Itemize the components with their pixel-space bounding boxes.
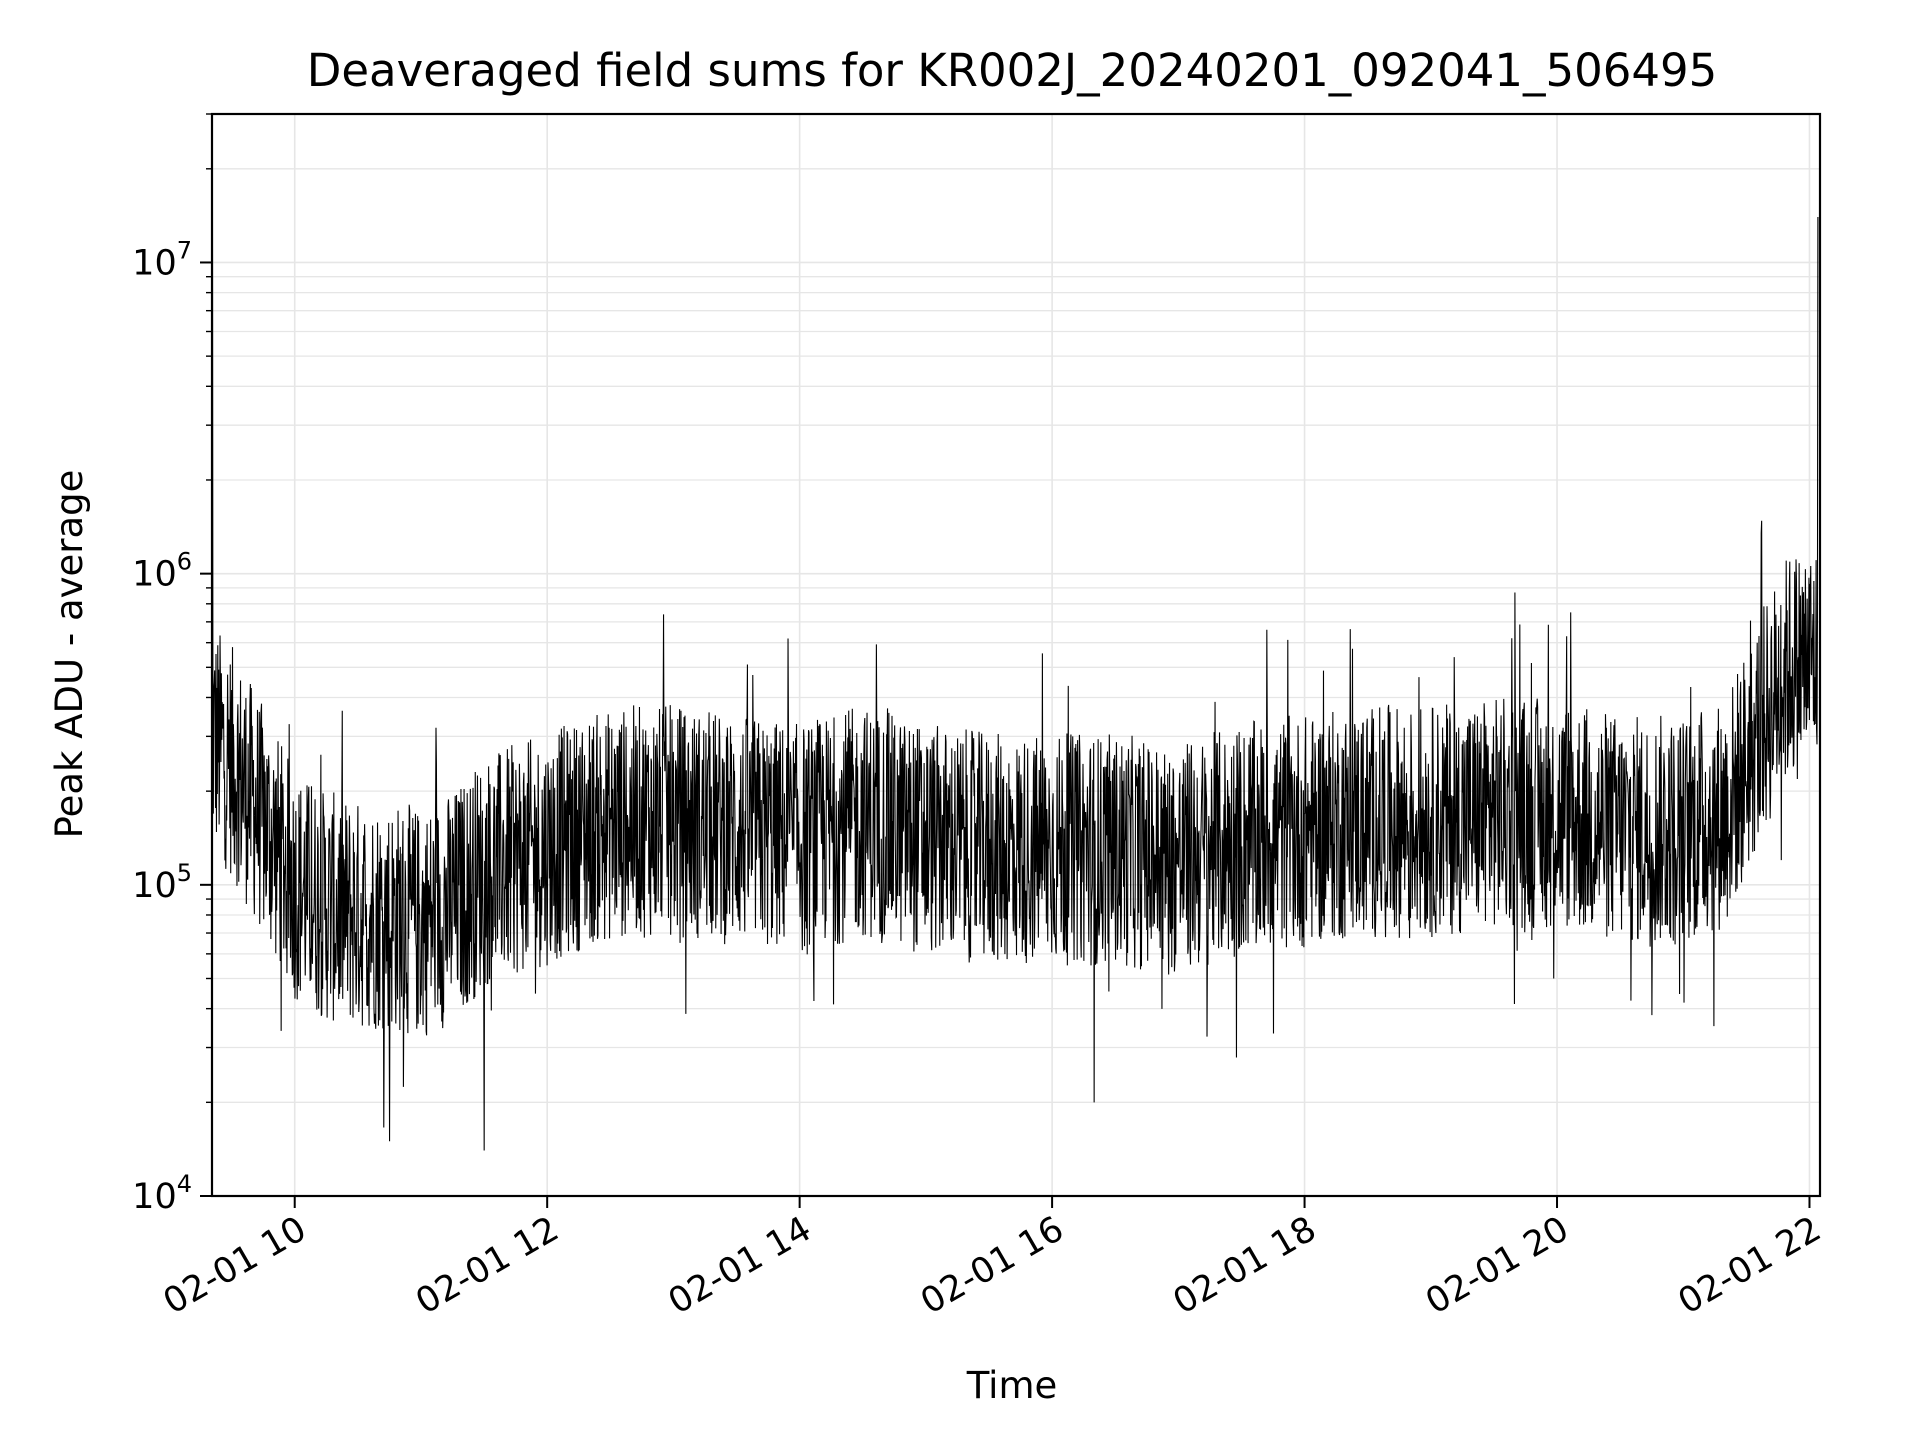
y-tick-label: 106	[132, 548, 192, 595]
y-tick-exponent: 7	[177, 236, 192, 264]
y-tick-label: 104	[132, 1170, 192, 1217]
grid-layer	[212, 113, 1820, 1197]
y-tick-label: 105	[132, 859, 192, 906]
y-tick-label: 107	[132, 236, 192, 283]
x-axis-label: Time	[966, 1364, 1058, 1407]
y-tick-base: 10	[132, 866, 177, 906]
y-tick-base: 10	[132, 243, 177, 283]
series-line	[212, 168, 1819, 1151]
chart-title: Deaveraged field sums for KR002J_2024020…	[307, 44, 1718, 97]
y-axis-label: Peak ADU - average	[48, 470, 91, 839]
y-tick-exponent: 4	[177, 1170, 192, 1198]
y-tick-exponent: 5	[177, 859, 192, 887]
y-tick-base: 10	[132, 555, 177, 595]
plot-frame	[210, 112, 1822, 1198]
data-layer	[212, 168, 1819, 1151]
y-tick-exponent: 6	[177, 548, 192, 576]
y-tick-base: 10	[132, 1177, 177, 1217]
